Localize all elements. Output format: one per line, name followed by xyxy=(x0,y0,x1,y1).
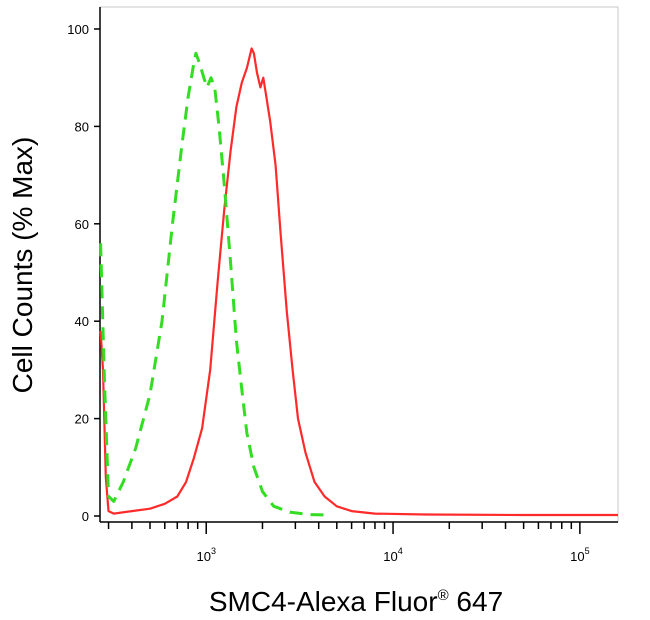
x-tick-label: 105 xyxy=(570,546,589,564)
x-tick-label-exponent: 3 xyxy=(211,546,216,556)
x-tick-label-base: 10 xyxy=(570,549,584,564)
histogram-series xyxy=(99,47,618,517)
x-axis-label-registered-mark: ® xyxy=(438,587,449,604)
x-axis-label-suffix: 647 xyxy=(449,586,504,617)
y-tick-label: 60 xyxy=(75,217,89,232)
y-tick-label: 40 xyxy=(75,314,89,329)
y-tick-label: 20 xyxy=(75,412,89,427)
x-tick-label-base: 10 xyxy=(383,549,397,564)
plot-frame xyxy=(99,6,619,523)
y-tick-label: 0 xyxy=(82,509,89,524)
dashed-histogram-line xyxy=(99,51,329,517)
x-tick-label: 103 xyxy=(196,546,215,564)
x-tick-label-exponent: 4 xyxy=(398,546,403,556)
x-axis-ticks: 103 104 105 xyxy=(107,522,590,564)
y-tick-label: 80 xyxy=(75,119,89,134)
x-tick-label-base: 10 xyxy=(196,549,210,564)
y-tick-label: 100 xyxy=(67,22,89,37)
x-axis-label: SMC4-Alexa Fluor® 647 xyxy=(209,586,503,617)
y-axis-label: Cell Counts (% Max) xyxy=(7,137,38,394)
y-axis-ticks: 0 20 40 60 80 100 xyxy=(67,22,100,524)
x-tick-label: 104 xyxy=(383,546,402,564)
x-axis-label-main: SMC4-Alexa Fluor xyxy=(209,586,438,617)
x-tick-label-exponent: 5 xyxy=(585,546,590,556)
solid-histogram-line xyxy=(99,47,618,517)
